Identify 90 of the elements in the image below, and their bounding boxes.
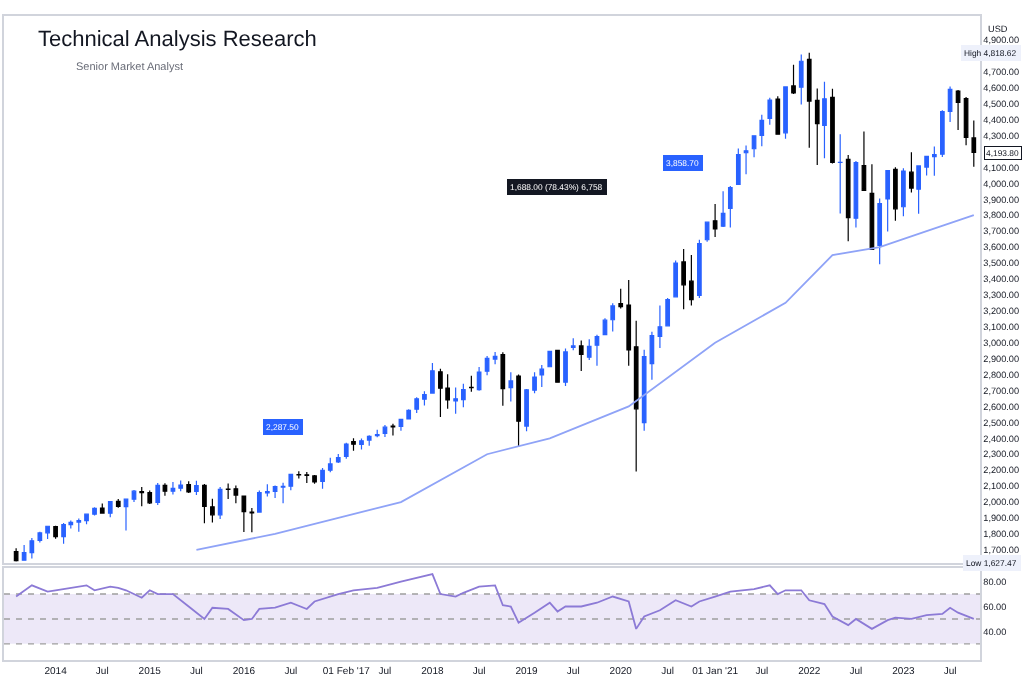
- candlestick: [390, 423, 396, 437]
- line-series: [15, 573, 975, 630]
- candlestick: [783, 85, 788, 140]
- candlestick: [186, 480, 192, 494]
- candlestick: [430, 362, 435, 394]
- candlestick: [76, 517, 82, 533]
- candlestick: [453, 387, 458, 415]
- candlestick: [107, 500, 113, 518]
- candlestick: [61, 522, 66, 545]
- candlestick: [131, 489, 137, 503]
- candlestick: [845, 154, 851, 242]
- candlestick: [570, 337, 576, 351]
- candlestick: [304, 471, 310, 484]
- candlestick: [13, 547, 19, 563]
- candlestick: [272, 484, 278, 499]
- candlestick: [563, 347, 568, 387]
- candlestick: [830, 88, 835, 165]
- candlestick: [312, 475, 317, 485]
- candlestick: [202, 483, 207, 524]
- candlestick: [438, 368, 443, 418]
- candlestick: [697, 239, 702, 299]
- candlestick: [681, 248, 686, 310]
- candlestick: [853, 160, 859, 229]
- candlestick: [343, 442, 349, 460]
- candlestick: [53, 525, 58, 540]
- candlestick: [29, 537, 35, 560]
- candlestick: [461, 383, 466, 408]
- text: Technical Analysis Research: [38, 28, 317, 52]
- candlestick: [822, 81, 827, 159]
- candlestick: [296, 470, 302, 480]
- candlestick: [775, 95, 781, 136]
- candlestick: [767, 97, 773, 126]
- candlestick: [837, 133, 843, 215]
- candlestick: [469, 375, 474, 393]
- candlestick: [955, 89, 961, 131]
- candlestick: [578, 339, 584, 372]
- candlestick: [359, 438, 364, 451]
- candlestick: [547, 350, 553, 368]
- candlestick: [351, 437, 356, 452]
- candlestick: [123, 498, 129, 532]
- candlestick: [115, 498, 121, 509]
- line-series: [195, 214, 975, 551]
- candlestick: [885, 169, 891, 233]
- candlestick: [382, 424, 388, 438]
- candlestick: [500, 351, 506, 407]
- candlestick: [586, 338, 592, 361]
- candlestick: [555, 349, 560, 383]
- candlestick: [673, 260, 679, 298]
- candlestick: [280, 482, 286, 504]
- candlestick: [516, 373, 521, 448]
- candlestick: [791, 64, 796, 95]
- candlestick: [594, 334, 600, 367]
- candlestick: [99, 502, 105, 514]
- candlestick: [798, 53, 804, 106]
- candlestick: [84, 513, 89, 525]
- candlestick: [909, 151, 914, 194]
- candlestick: [877, 197, 883, 265]
- candlestick: [735, 147, 741, 186]
- candlestick: [225, 482, 231, 500]
- candlestick: [901, 167, 906, 217]
- candlestick: [712, 203, 718, 238]
- candlestick: [610, 302, 616, 333]
- candlestick: [147, 489, 153, 505]
- candlestick: [869, 163, 875, 251]
- candlestick: [21, 544, 27, 562]
- candlestick: [422, 390, 427, 407]
- candlestick: [170, 481, 176, 495]
- candlestick: [374, 429, 380, 438]
- candlestick: [194, 480, 199, 496]
- candlestick: [335, 453, 341, 463]
- candlestick: [366, 434, 372, 447]
- candlestick: [256, 489, 262, 513]
- candlestick: [217, 486, 223, 520]
- candlestick: [861, 130, 867, 192]
- candlestick: [689, 254, 694, 306]
- candlestick: [178, 479, 184, 492]
- candlestick: [539, 364, 545, 388]
- candlestick: [155, 482, 161, 506]
- candlestick: [45, 525, 50, 540]
- candlestick: [414, 396, 420, 414]
- candlestick: [727, 185, 733, 229]
- candlestick: [139, 486, 145, 507]
- candlestick: [508, 371, 514, 403]
- candlestick: [743, 144, 749, 175]
- candlestick: [162, 482, 168, 497]
- candlestick: [704, 220, 710, 243]
- candlestick: [445, 373, 450, 410]
- candlestick: [665, 297, 671, 328]
- candlestick: [893, 166, 898, 222]
- candlestick: [720, 190, 726, 228]
